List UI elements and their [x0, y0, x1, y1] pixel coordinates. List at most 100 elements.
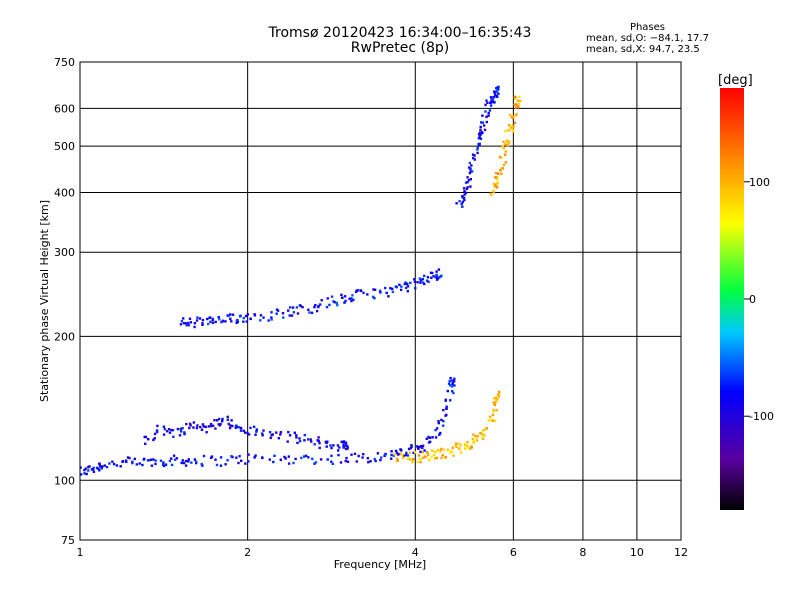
echo-point	[425, 279, 429, 282]
echo-point	[210, 455, 214, 458]
echo-point	[463, 198, 466, 202]
echo-point	[153, 432, 157, 436]
echo-point	[87, 466, 90, 469]
echo-point	[282, 316, 285, 319]
x-axis-label: Frequency [MHz]	[334, 558, 426, 571]
echo-point	[192, 426, 195, 429]
echo-point	[310, 311, 314, 314]
echo-point	[299, 304, 302, 308]
echo-point	[187, 458, 190, 461]
echo-point	[219, 456, 223, 459]
echo-point	[400, 285, 403, 288]
echo-point	[504, 143, 507, 146]
echo-point	[87, 469, 90, 472]
echo-point	[389, 287, 392, 290]
echo-point	[276, 309, 280, 312]
echo-point	[144, 442, 147, 445]
echo-point	[125, 460, 128, 464]
echo-point	[221, 420, 224, 423]
echo-point	[311, 457, 314, 461]
echo-point	[489, 192, 492, 196]
echo-point	[501, 144, 504, 148]
echo-point	[268, 431, 272, 434]
echo-point	[468, 171, 472, 175]
echo-point	[284, 457, 287, 460]
echo-point	[152, 438, 155, 442]
echo-point	[234, 426, 237, 429]
echo-point	[189, 424, 192, 427]
echo-point	[344, 441, 348, 444]
echo-point	[182, 317, 185, 320]
echo-point	[255, 428, 258, 431]
echo-point	[493, 419, 497, 423]
echo-point	[243, 431, 247, 434]
echo-point	[270, 311, 273, 314]
echo-point	[340, 440, 343, 444]
echo-point	[436, 277, 439, 280]
echo-point	[510, 124, 513, 127]
echo-point	[350, 297, 353, 300]
echo-point	[235, 456, 238, 459]
echo-point	[133, 457, 136, 461]
echo-point	[455, 202, 458, 205]
echo-point	[270, 434, 273, 437]
echo-point	[172, 454, 176, 457]
echo-point	[450, 385, 454, 388]
echo-point	[449, 399, 452, 402]
echo-point	[103, 464, 106, 467]
echo-point	[344, 299, 347, 303]
echo-point	[340, 293, 343, 296]
echo-point	[390, 457, 393, 460]
echo-point	[453, 377, 456, 380]
echo-point	[446, 389, 449, 393]
echo-point	[473, 154, 476, 157]
echo-point	[445, 413, 448, 417]
echo-point	[479, 125, 482, 129]
echo-point	[454, 444, 457, 447]
echo-point	[275, 431, 278, 434]
y-tick-label: 400	[54, 186, 75, 199]
echo-point	[416, 445, 419, 448]
echo-point	[463, 193, 466, 196]
echo-point	[255, 430, 258, 433]
echo-point	[512, 125, 515, 128]
echo-point	[383, 453, 387, 456]
echo-point	[90, 468, 94, 471]
echo-point	[418, 277, 421, 280]
echo-point	[288, 306, 292, 309]
echo-point	[423, 455, 427, 458]
echo-point	[193, 322, 197, 325]
echo-point	[396, 459, 399, 462]
echo-point	[431, 436, 434, 439]
echo-point	[153, 437, 156, 440]
echo-point	[80, 466, 82, 469]
echo-point	[244, 314, 248, 318]
echo-point	[343, 295, 347, 298]
echo-point	[423, 274, 426, 277]
echo-point	[259, 319, 262, 322]
echo-point	[435, 270, 438, 273]
echo-point	[283, 455, 286, 459]
echo-point	[421, 451, 424, 454]
echo-point	[488, 415, 492, 419]
echo-point	[458, 447, 461, 451]
echo-point	[335, 301, 338, 305]
echo-point	[467, 446, 470, 449]
echo-point	[419, 450, 422, 453]
echo-point	[296, 312, 300, 315]
echo-point	[405, 451, 408, 455]
echo-point	[444, 398, 447, 401]
echo-point	[491, 96, 494, 99]
echo-point	[421, 277, 425, 281]
echo-point	[493, 397, 496, 400]
echo-point	[442, 448, 446, 451]
echo-point	[182, 461, 186, 465]
echo-point	[214, 458, 217, 461]
echo-point	[204, 425, 208, 429]
echo-point	[239, 429, 243, 432]
echo-point	[507, 129, 511, 132]
echo-point	[100, 467, 103, 470]
echo-point	[168, 431, 172, 434]
echo-point	[404, 286, 408, 290]
echo-point	[141, 463, 144, 467]
